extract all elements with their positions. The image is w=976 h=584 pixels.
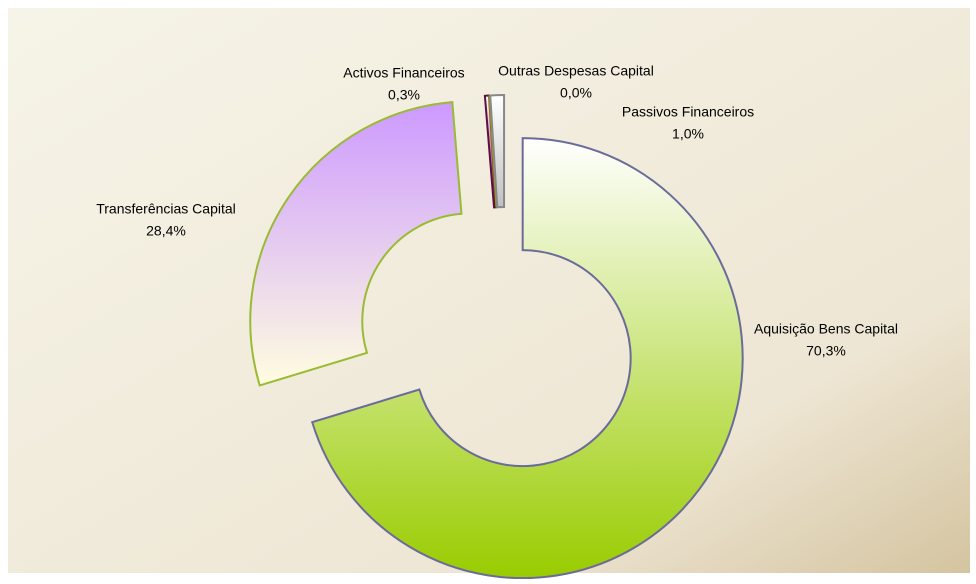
slice-value-label: 1,0% <box>672 126 704 142</box>
pie-slice <box>483 94 498 209</box>
slice-value-label: 0,3% <box>388 87 420 103</box>
slice-label: Activos Financeiros <box>343 65 464 81</box>
slice-label: Aquisição Bens Capital <box>754 321 898 337</box>
slice-label: Passivos Financeiros <box>622 104 754 120</box>
slice-value-label: 28,4% <box>146 223 186 239</box>
slice-value-label: 0,0% <box>560 85 592 101</box>
slice-value-label: 70,3% <box>806 343 846 359</box>
pie-slice <box>310 137 744 580</box>
slice-label: Transferências Capital <box>96 201 236 217</box>
pie-slice <box>489 94 506 209</box>
pie-slice <box>249 101 463 387</box>
slice-label: Outras Despesas Capital <box>498 63 654 79</box>
